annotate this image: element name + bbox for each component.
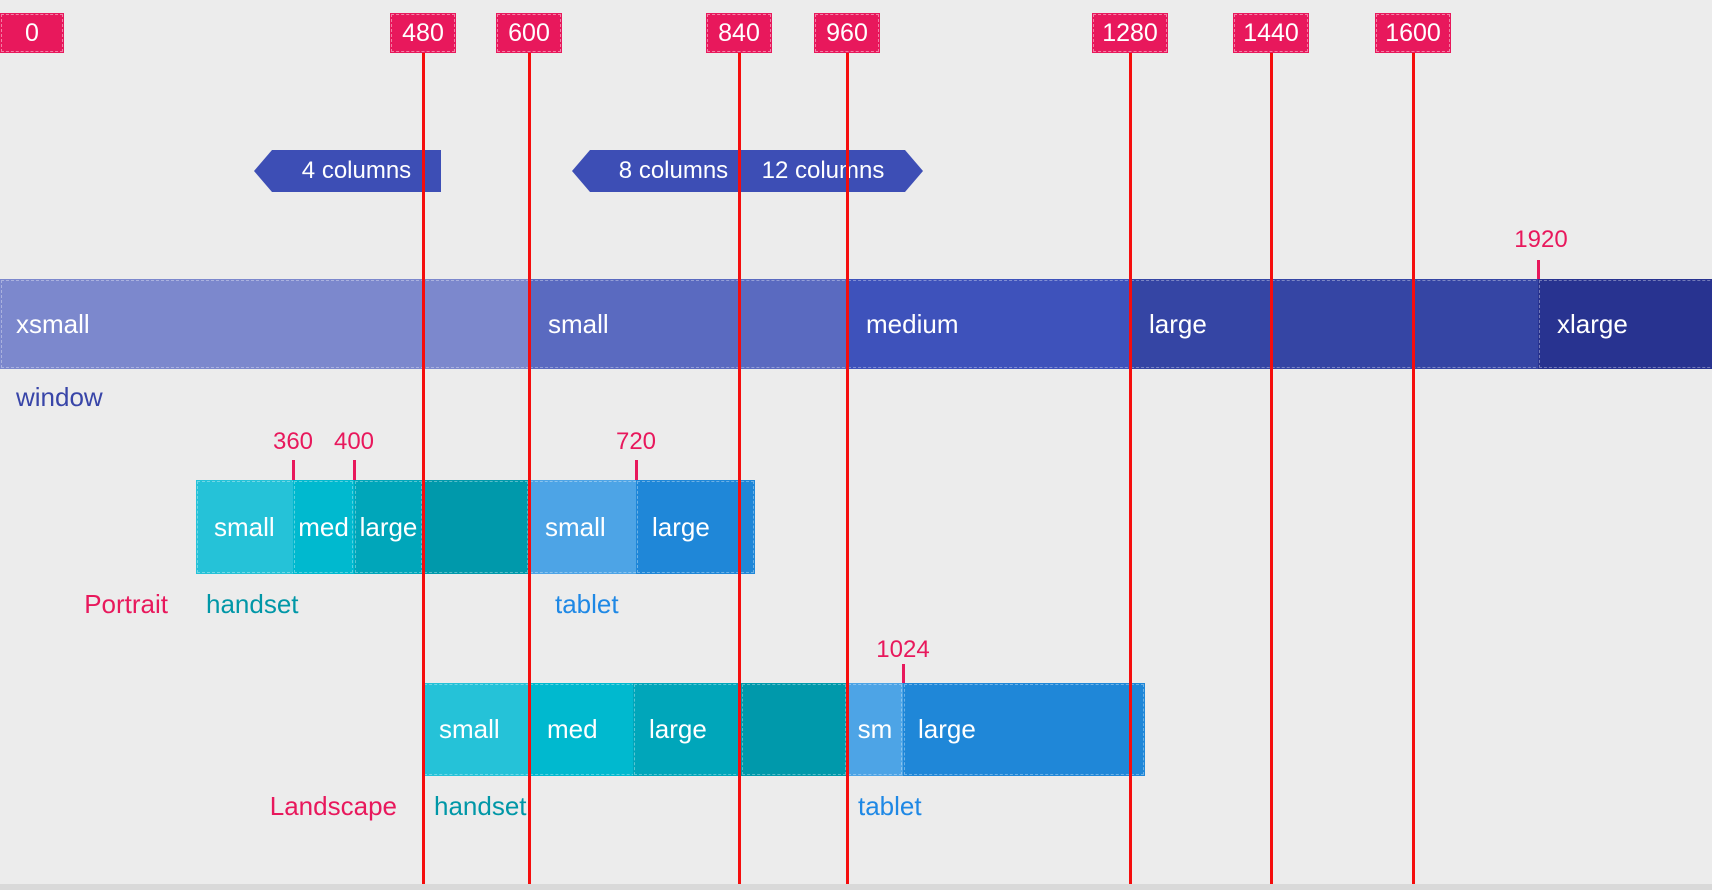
landscape-handset-med: med xyxy=(529,683,651,776)
breakpoint-label-1600: 1600 xyxy=(1375,13,1451,53)
badge-8-columns: 8 columns xyxy=(572,150,757,192)
marker-1920-tick xyxy=(1537,260,1540,279)
portrait-handset-caption: handset xyxy=(206,589,299,619)
breakpoint-label-840: 840 xyxy=(706,13,772,53)
breakpoint-line-480 xyxy=(422,53,425,884)
tick-720-label: 720 xyxy=(615,428,657,455)
portrait-tablet-caption: tablet xyxy=(555,589,619,619)
landscape-bars: small med large sm large xyxy=(0,683,1712,776)
tick-400-mark xyxy=(353,460,356,480)
breakpoint-line-1280 xyxy=(1129,53,1132,884)
breakpoint-line-840 xyxy=(738,53,741,884)
landscape-tablet-caption: tablet xyxy=(858,791,922,821)
marker-1920-label: 1920 xyxy=(1514,226,1568,253)
breakpoint-label-0: 0 xyxy=(0,13,64,53)
portrait-handset-med: med xyxy=(293,480,354,574)
page-bottom-edge xyxy=(0,884,1712,890)
badge-4-columns: 4 columns xyxy=(254,150,441,192)
window-segment-xlarge: xlarge xyxy=(1538,279,1712,369)
tick-360-mark xyxy=(292,460,295,480)
tick-720-mark xyxy=(635,460,638,480)
breakpoint-line-1600 xyxy=(1412,53,1415,884)
breakpoint-line-600 xyxy=(528,53,531,884)
landscape-tablet-sm: sm xyxy=(847,683,903,776)
tick-400-label: 400 xyxy=(333,428,375,455)
portrait-handset-extension xyxy=(423,480,529,574)
window-segment-xsmall: xsmall xyxy=(0,279,545,369)
landscape-handset-caption: handset xyxy=(434,791,527,821)
breakpoint-label-1440: 1440 xyxy=(1233,13,1309,53)
portrait-tablet-large: large xyxy=(636,480,755,574)
breakpoint-label-1280: 1280 xyxy=(1092,13,1168,53)
landscape-handset-small: small xyxy=(423,683,545,776)
window-caption: window xyxy=(16,382,103,412)
window-segment-small: small xyxy=(529,279,866,369)
window-bar: xsmall small medium large xlarge xyxy=(0,279,1712,369)
tick-1024-label: 1024 xyxy=(876,636,930,663)
tick-1024-mark xyxy=(902,664,905,683)
portrait-row-label: Portrait xyxy=(84,589,168,619)
landscape-row-label: Landscape xyxy=(269,791,397,821)
portrait-handset-small: small xyxy=(196,480,311,574)
breakpoint-line-1440 xyxy=(1270,53,1273,884)
portrait-bars: small med large small large xyxy=(0,480,1712,574)
badge-12-columns: 12 columns xyxy=(741,150,923,192)
breakpoint-line-960 xyxy=(846,53,849,884)
window-segment-large: large xyxy=(1130,279,1557,369)
landscape-handset-large: large xyxy=(633,683,757,776)
portrait-handset-large: large xyxy=(354,480,423,574)
landscape-tablet-large: large xyxy=(903,683,1145,776)
window-segment-medium: medium xyxy=(847,279,1149,369)
landscape-handset-extension xyxy=(741,683,847,776)
breakpoint-label-600: 600 xyxy=(496,13,562,53)
breakpoint-label-480: 480 xyxy=(390,13,456,53)
breakpoint-label-960: 960 xyxy=(814,13,880,53)
tick-360-label: 360 xyxy=(272,428,314,455)
portrait-tablet-small: small xyxy=(529,480,652,574)
